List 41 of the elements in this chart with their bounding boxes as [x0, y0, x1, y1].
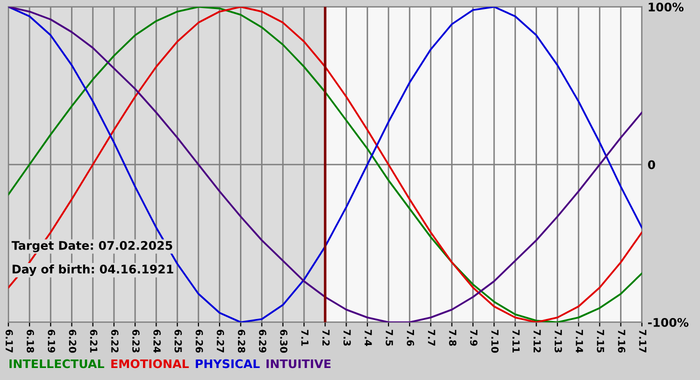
x-tick-label: 7.3: [343, 330, 351, 346]
annotation: Target Date: 07.02.2025: [12, 240, 172, 252]
x-tick-label: 7.12: [534, 330, 541, 352]
x-tick-label: 7.4: [364, 330, 372, 346]
x-tick-label: 6.30: [280, 330, 288, 353]
x-tick-label: 6.19: [48, 330, 56, 353]
x-tick-label: 7.8: [449, 330, 456, 346]
x-tick-label: 7.10: [491, 330, 499, 353]
x-tick-label: 7.1: [301, 330, 308, 346]
text: INTUITIVE: [266, 359, 331, 368]
text: EMOTIONAL: [111, 359, 189, 368]
x-tick-label: 6.21: [90, 330, 98, 353]
x-tick-label: 6.27: [216, 330, 224, 352]
y-tick-label: 100%: [648, 2, 684, 12]
y-tick-label: -100%: [648, 318, 688, 327]
x-tick-label: 7.13: [554, 330, 562, 352]
x-tick-label: 7.15: [596, 330, 604, 352]
x-tick-label: 6.29: [258, 330, 266, 353]
x-tick-label: 6.17: [6, 330, 13, 352]
x-tick-label: 6.20: [68, 330, 76, 353]
annotation: Day of birth: 04.16.1921: [12, 264, 174, 276]
x-tick-label: 7.5: [386, 330, 393, 346]
x-tick-label: 7.9: [470, 330, 478, 346]
x-tick-label: 6.26: [196, 330, 203, 353]
x-tick-label: 6.22: [111, 330, 119, 352]
x-tick-label: 7.6: [406, 330, 414, 346]
x-tick-label: 6.23: [132, 330, 140, 352]
text: PHYSICAL: [196, 359, 260, 368]
x-tick-label: 7.17: [639, 330, 646, 352]
x-tick-label: 6.24: [153, 330, 161, 353]
x-tick-label: 6.18: [26, 330, 34, 353]
text: INTELLECTUAL: [9, 359, 104, 368]
x-tick-label: 6.28: [238, 330, 246, 353]
line-series: [8, 6, 642, 322]
x-tick-label: 7.2: [322, 330, 330, 346]
x-tick-label: 7.16: [618, 330, 626, 353]
x-tick-label: 7.11: [512, 330, 520, 353]
x-tick-label: 7.7: [428, 330, 436, 346]
x-tick-label: 6.25: [174, 330, 182, 352]
x-tick-label: 7.14: [576, 330, 583, 353]
y-tick-label: 0: [648, 160, 656, 170]
